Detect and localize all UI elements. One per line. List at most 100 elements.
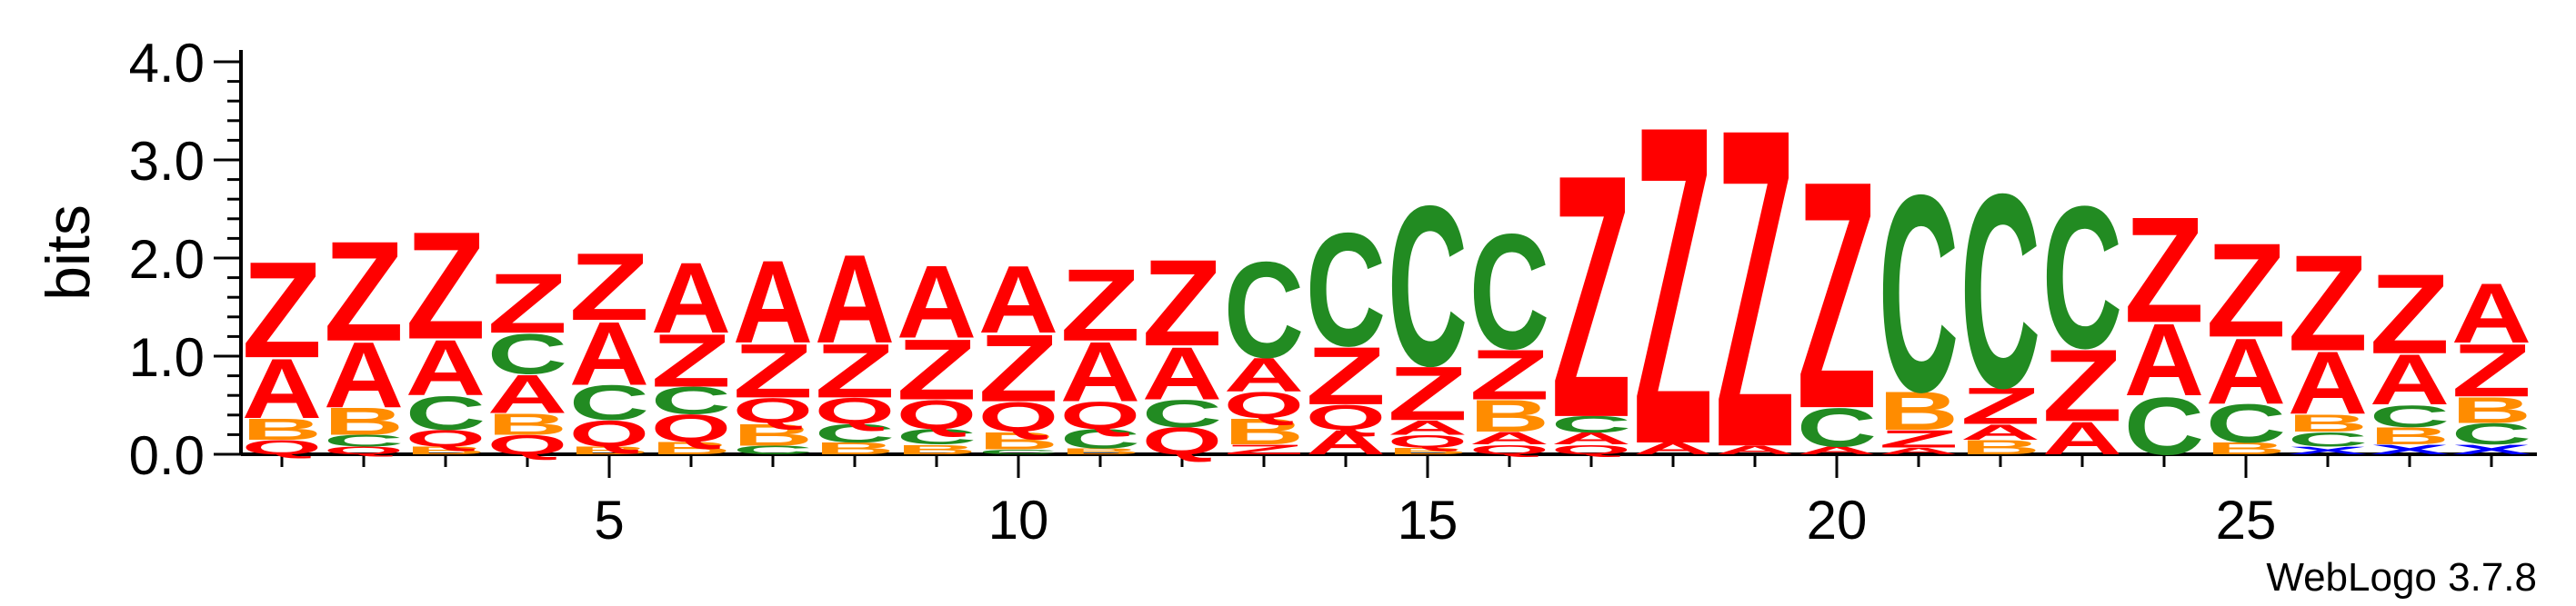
logo-letter: Q xyxy=(1224,385,1304,426)
logo-letter: A xyxy=(1879,446,1959,457)
logo-letter: C xyxy=(1469,199,1549,383)
logo-letter: Z xyxy=(487,256,567,352)
letter-stack: CAZ xyxy=(2124,185,2204,472)
logo-letter: A xyxy=(2288,334,2368,433)
logo-letter: A xyxy=(2451,266,2531,361)
logo-letter: A xyxy=(1060,325,1140,420)
logo-letter: Z xyxy=(242,233,322,387)
logo-letter: Z xyxy=(1960,377,2040,435)
logo-letter: A xyxy=(2042,412,2122,463)
logo-letter: B xyxy=(2370,422,2450,450)
logo-letter: C xyxy=(1306,200,1386,380)
logo-letter: Z xyxy=(2370,251,2450,378)
logo-letter: B xyxy=(2206,440,2286,458)
logo-letter: A xyxy=(1306,423,1386,462)
logo-letter: X xyxy=(2288,444,2368,456)
logo-letter: Z xyxy=(1715,35,1795,543)
logo-letter: B xyxy=(242,412,322,446)
x-tick-label: 20 xyxy=(1807,490,1868,551)
logo-letter: Z xyxy=(1633,32,1713,541)
logo-letter: Z xyxy=(2042,329,2122,443)
logo-letter: C xyxy=(1879,136,1959,451)
logo-letter: A xyxy=(651,243,731,354)
logo-letter: C xyxy=(2042,164,2122,391)
logo-letter: B xyxy=(324,400,404,442)
x-tick-group: 5 10 15 20 25 xyxy=(280,454,2493,551)
logo-letter: Q xyxy=(1142,420,1222,462)
logo-letter: C xyxy=(733,443,813,457)
logo-letter: A xyxy=(978,247,1058,353)
logo-letter: B xyxy=(1060,447,1140,456)
logo-letter: Q xyxy=(1306,397,1386,437)
logo-letter: C xyxy=(2370,399,2450,434)
logo-letter: Z xyxy=(978,315,1058,422)
logo-letter: Z xyxy=(1060,249,1140,363)
logo-letter: A xyxy=(1224,348,1304,402)
logo-letter: C xyxy=(487,322,567,386)
logo-letter: A xyxy=(324,323,404,427)
logo-letter: B xyxy=(1469,391,1549,442)
logo-letter: A xyxy=(1633,440,1713,458)
logo-letter: B xyxy=(2451,390,2531,431)
logo-letter: Z xyxy=(1224,442,1304,457)
logo-letter: B xyxy=(733,417,813,452)
logo-letter: B xyxy=(406,444,486,456)
logo-letter: Z xyxy=(1142,233,1222,372)
logo-letter: Z xyxy=(1306,330,1386,422)
logo-letter: A xyxy=(2124,302,2204,417)
logo-letter: C xyxy=(1388,158,1468,413)
logo-letter: C xyxy=(1060,423,1140,454)
logo-letter: A xyxy=(1715,443,1795,457)
logo-letter: Q xyxy=(978,394,1058,442)
logo-letter: Q xyxy=(815,391,895,432)
logo-letter: B xyxy=(1960,435,2040,459)
logo-letter: Z xyxy=(1797,113,1877,476)
logo-letter: B xyxy=(569,444,649,456)
logo-letter: B xyxy=(897,442,977,457)
logo-letter: A xyxy=(487,364,567,425)
y-tick-label: 4.0 xyxy=(129,33,205,94)
logo-letter: A xyxy=(897,244,977,361)
logo-letter: Q xyxy=(1060,394,1140,437)
y-tick-label: 0.0 xyxy=(129,425,205,486)
weblogo-version-label: WebLogo 3.7.8 xyxy=(2266,555,2537,600)
x-tick-label: 5 xyxy=(594,490,624,551)
logo-letter: A xyxy=(2206,319,2286,423)
logo-letter: B xyxy=(978,427,1058,454)
logo-letter: C xyxy=(1142,392,1222,435)
logo-letter: X xyxy=(2451,442,2531,457)
logo-letter: Q xyxy=(406,426,486,452)
y-tick-label: 3.0 xyxy=(129,131,205,192)
logo-letter: A xyxy=(1797,444,1877,456)
logo-letter: Q xyxy=(487,430,567,461)
logo-letter: B xyxy=(651,438,731,458)
logo-letter: Q xyxy=(569,413,649,454)
y-tick-label: 1.0 xyxy=(129,327,205,388)
logo-letter: C xyxy=(406,386,486,440)
logo-letter: B xyxy=(487,407,567,441)
logo-letter: Z xyxy=(1879,425,1959,452)
letter-stacks: QBAZQCBAZBQCAZQBACZBQCAZBQCZACBQZABCQZAB… xyxy=(242,32,2531,543)
logo-letter: C xyxy=(2206,393,2286,454)
logo-letter: Z xyxy=(1388,351,1468,436)
logo-letter: Q xyxy=(1388,432,1468,452)
logo-letter: Q xyxy=(1551,442,1631,458)
logo-letter: Z xyxy=(2206,215,2286,365)
logo-letter: Z xyxy=(569,233,649,341)
